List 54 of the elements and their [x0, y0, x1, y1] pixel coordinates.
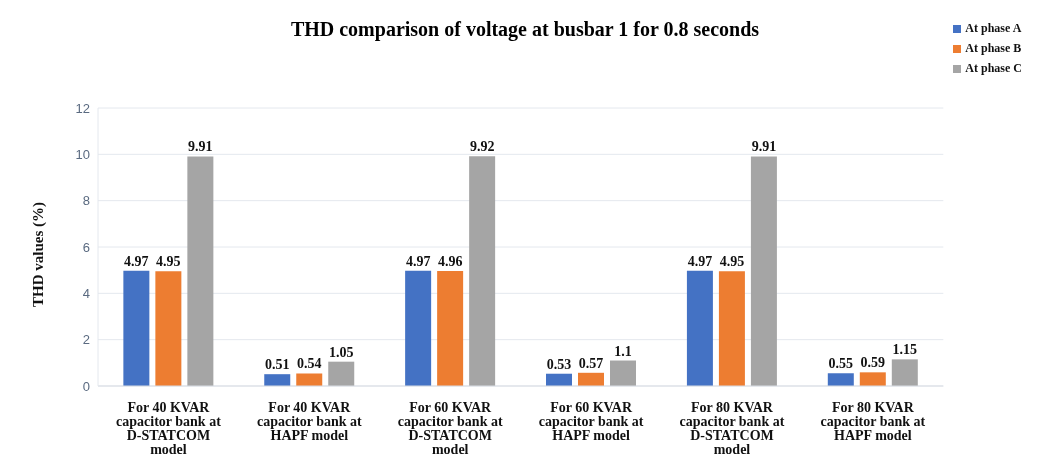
y-tick-label: 6 — [82, 239, 90, 255]
legend-label: At phase B — [965, 41, 1022, 55]
bar — [750, 156, 777, 386]
y-tick-label: 12 — [75, 100, 90, 116]
data-label: 4.97 — [687, 253, 713, 269]
x-tick-label: For 60 KVAR capacitor bank at D-STATCOM model — [397, 399, 503, 457]
bar — [827, 373, 854, 386]
data-label: 4.95 — [156, 254, 181, 270]
bar — [469, 156, 496, 386]
x-tick-label: For 80 KVAR capacitor bank at D-STATCOM model — [679, 399, 785, 457]
y-axis-title: THD values (%) — [30, 202, 48, 307]
x-tick-label: For 40 KVAR capacitor bank at D-STATCOM model — [116, 399, 222, 457]
data-label: 4.97 — [405, 253, 431, 269]
bar — [123, 270, 150, 386]
data-label: 4.97 — [124, 253, 149, 269]
data-label: 4.95 — [719, 254, 745, 270]
bar — [155, 271, 182, 386]
bar — [437, 271, 464, 386]
bar — [546, 373, 573, 386]
data-label: 1.05 — [329, 344, 354, 360]
data-label: 0.55 — [828, 356, 854, 372]
data-label: 0.57 — [578, 355, 604, 371]
bar — [718, 271, 745, 386]
data-label: 1.1 — [614, 343, 632, 359]
data-label: 0.54 — [297, 356, 322, 372]
y-tick-label: 0 — [82, 378, 90, 394]
y-tick-label: 8 — [82, 193, 90, 209]
bar — [264, 374, 291, 386]
bar — [859, 372, 886, 386]
data-label: 0.53 — [546, 356, 572, 372]
bar — [891, 359, 918, 386]
y-tick-label: 10 — [75, 146, 90, 162]
chart-title: THD comparison of voltage at busbar 1 for 0.8 seconds — [290, 18, 760, 40]
x-tick-label: For 40 KVAR capacitor bank at HAPF model — [256, 399, 363, 443]
y-tick-label: 4 — [82, 285, 90, 301]
data-label: 0.51 — [265, 357, 290, 373]
data-label: 0.59 — [860, 355, 886, 371]
bar — [578, 372, 605, 386]
data-label: 9.91 — [751, 139, 777, 155]
y-tick-label: 2 — [82, 332, 90, 348]
bar — [686, 270, 713, 386]
x-tick-label: For 60 KVAR capacitor bank at HAPF model — [538, 399, 644, 443]
data-label: 9.92 — [469, 139, 495, 155]
data-label: 4.96 — [437, 254, 463, 270]
data-label: 1.15 — [892, 342, 918, 358]
bar — [405, 270, 432, 386]
data-label: 9.91 — [188, 139, 213, 155]
x-tick-label: For 80 KVAR capacitor bank at HAPF model — [820, 399, 926, 443]
legend-label: At phase C — [965, 61, 1022, 75]
bar — [328, 361, 355, 386]
bar — [296, 373, 323, 386]
bar — [610, 360, 637, 386]
bar — [187, 156, 214, 386]
legend-label: At phase A — [965, 21, 1022, 35]
